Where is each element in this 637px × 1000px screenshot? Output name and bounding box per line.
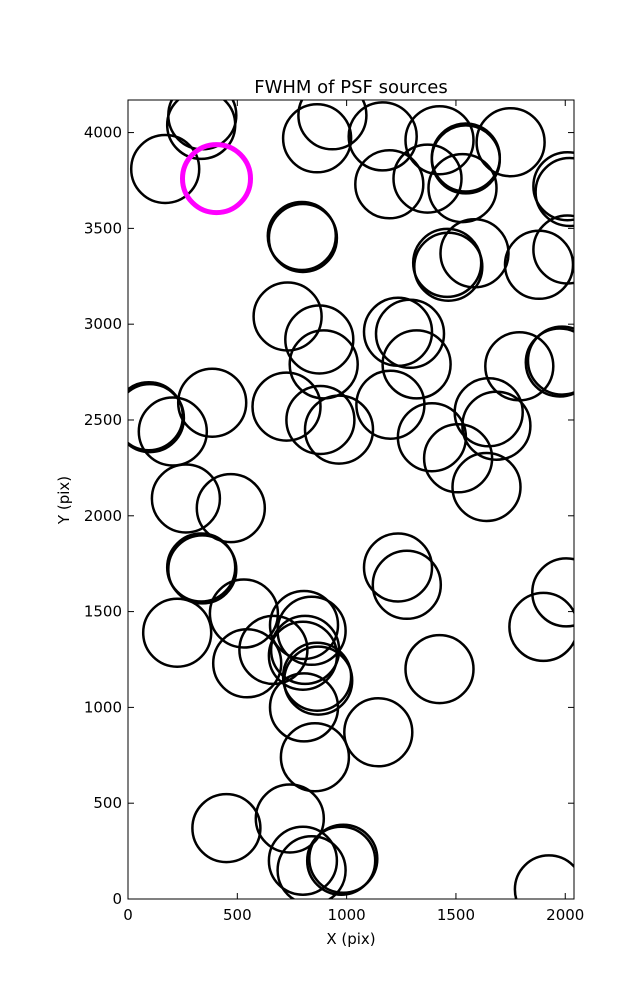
source-marker	[362, 532, 434, 603]
source-marker	[141, 597, 213, 668]
chart-title: FWHM of PSF sources	[254, 77, 448, 98]
source-marker	[268, 589, 340, 661]
source-marker	[354, 149, 425, 220]
source-marker	[176, 367, 248, 438]
y-tick-label: 3500	[84, 219, 122, 237]
source-marker	[267, 825, 339, 896]
source-marker	[508, 591, 574, 663]
source-marker	[347, 101, 418, 172]
source-marker	[268, 672, 340, 743]
y-tick-label: 2000	[84, 507, 122, 525]
source-marker	[475, 106, 546, 178]
source-marker	[129, 133, 201, 205]
source-marker	[532, 150, 574, 222]
source-marker	[285, 384, 356, 456]
y-tick-label: 3000	[84, 315, 122, 333]
source-marker	[208, 578, 280, 649]
y-axis-label: Y (pix)	[55, 476, 73, 525]
plot-area: 0 500 1000 1500 2000 0 500 1000 1500 2000 2500 300…	[84, 99, 584, 924]
source-marker	[381, 329, 452, 400]
highlighted-source-marker	[180, 142, 253, 216]
source-marker	[308, 823, 379, 895]
source-marker	[371, 549, 443, 621]
source-marker	[297, 100, 368, 151]
source-marker	[343, 697, 414, 768]
y-tick-label: 1000	[84, 698, 122, 716]
x-tick-label: 1000	[328, 906, 366, 924]
source-marker	[150, 463, 222, 534]
source-marker	[279, 721, 351, 793]
y-tick-label: 2500	[84, 411, 122, 429]
y-tick-label: 0	[112, 890, 122, 908]
source-marker	[305, 825, 377, 896]
source-marker	[404, 104, 475, 176]
x-tick-label: 500	[223, 906, 252, 924]
source-marker	[254, 783, 326, 854]
source-marker	[404, 633, 475, 705]
source-marker	[251, 371, 322, 442]
x-tick-label: 1500	[437, 906, 475, 924]
source-marker	[165, 100, 237, 161]
x-tick-label: 2000	[546, 906, 584, 924]
y-axis: 0 500 1000 1500 2000 2500 3000 3500 4000	[84, 124, 574, 908]
source-marker	[439, 218, 510, 289]
source-marker	[238, 614, 309, 686]
y-tick-label: 4000	[84, 124, 122, 142]
source-marker	[451, 451, 522, 523]
source-marker	[303, 394, 375, 465]
source-marker	[513, 854, 574, 899]
source-marker	[128, 382, 186, 454]
source-marker	[284, 304, 355, 375]
source-marker	[167, 534, 238, 605]
x-axis: 0 500 1000 1500 2000	[123, 100, 584, 924]
source-marker	[276, 835, 347, 899]
y-tick-label: 500	[93, 794, 122, 812]
source-marker	[191, 792, 262, 864]
y-tick-label: 1500	[84, 603, 122, 621]
source-marker	[531, 557, 574, 628]
source-marker	[195, 472, 267, 544]
source-marker	[524, 327, 574, 398]
source-marker	[267, 202, 339, 274]
source-marker	[374, 298, 446, 370]
source-marker	[534, 156, 574, 228]
source-marker	[137, 396, 209, 467]
x-tick-label: 0	[123, 906, 133, 924]
x-axis-label: X (pix)	[326, 930, 375, 948]
source-marker	[430, 124, 502, 195]
source-marker	[392, 143, 463, 214]
source-marker	[267, 620, 339, 691]
source-marker	[281, 103, 353, 174]
marker-layer	[128, 100, 574, 899]
source-marker	[422, 423, 494, 494]
source-marker	[526, 325, 574, 396]
plot-frame	[127, 99, 575, 900]
source-marker	[532, 214, 574, 285]
